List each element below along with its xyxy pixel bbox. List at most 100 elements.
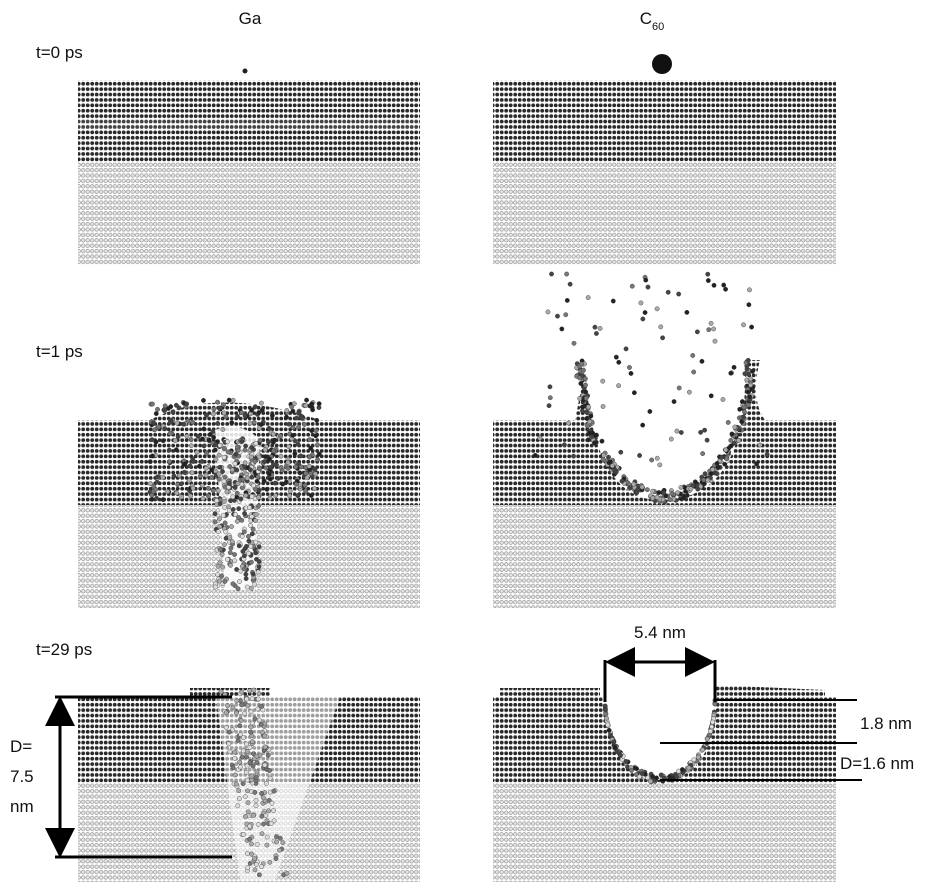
atom: [235, 414, 239, 418]
atom: [211, 435, 215, 439]
column-title-subscript: 60: [652, 21, 664, 33]
atom: [256, 504, 260, 508]
atom: [655, 495, 659, 499]
atom: [709, 725, 713, 729]
atom: [271, 432, 275, 436]
atom: [189, 443, 193, 447]
atom: [317, 452, 321, 456]
atom: [286, 461, 290, 465]
atom: [200, 437, 204, 441]
atom: [237, 789, 241, 793]
atom: [161, 438, 165, 442]
atom: [241, 736, 245, 740]
atom: [705, 438, 709, 442]
atom: [209, 475, 213, 479]
atom: [204, 413, 208, 417]
atom: [296, 493, 300, 497]
atom: [601, 404, 605, 408]
atom: [200, 459, 204, 463]
atom: [174, 491, 178, 495]
atom: [601, 457, 605, 461]
atom: [202, 427, 206, 431]
atom: [245, 749, 249, 753]
atom: [721, 397, 725, 401]
atom: [249, 842, 253, 846]
atom: [217, 579, 221, 583]
atom: [602, 453, 606, 457]
atom: [309, 428, 313, 432]
atom: [231, 507, 235, 511]
atom: [745, 367, 749, 371]
atom: [705, 737, 709, 741]
atom: [613, 468, 617, 472]
atom: [655, 456, 659, 460]
atom: [309, 493, 313, 497]
atom: [700, 451, 704, 455]
atom: [314, 429, 318, 433]
atom: [685, 310, 689, 314]
atom: [257, 691, 261, 695]
atom: [267, 426, 271, 430]
atom: [294, 482, 298, 486]
atom: [746, 358, 750, 362]
atom: [254, 512, 258, 516]
atom: [317, 402, 321, 406]
atom: [640, 771, 644, 775]
atom: [583, 383, 587, 387]
atom: [241, 832, 245, 836]
atom: [227, 742, 231, 746]
atom: [617, 360, 621, 364]
atom: [260, 730, 264, 734]
atom: [291, 409, 295, 413]
atom: [247, 505, 251, 509]
atom: [220, 552, 224, 556]
atom: [241, 477, 245, 481]
atom: [155, 480, 159, 484]
atom: [253, 459, 257, 463]
atom: [150, 438, 154, 442]
atom: [646, 285, 650, 289]
atom: [294, 416, 298, 420]
atom: [729, 444, 733, 448]
depth-label: D=: [10, 737, 32, 756]
atom: [222, 505, 226, 509]
atom: [296, 442, 300, 446]
atom: [577, 396, 581, 400]
atom: [629, 371, 633, 375]
atom: [723, 462, 727, 466]
atom: [224, 711, 228, 715]
atom: [268, 496, 272, 500]
atom: [681, 496, 685, 500]
atom: [620, 479, 624, 483]
atom: [274, 840, 278, 844]
atom: [223, 475, 227, 479]
atom: [298, 471, 302, 475]
atom: [730, 432, 734, 436]
atom: [742, 410, 746, 414]
atom: [248, 745, 252, 749]
atom: [191, 459, 195, 463]
atom: [257, 718, 261, 722]
atom: [650, 489, 654, 493]
atom: [278, 434, 282, 438]
atom: [255, 479, 259, 483]
atom: [533, 453, 537, 457]
atom: [304, 471, 308, 475]
atom: [586, 405, 590, 409]
atom: [249, 730, 253, 734]
atom: [250, 494, 254, 498]
atom: [264, 781, 268, 785]
atom: [243, 814, 247, 818]
atom: [555, 314, 559, 318]
atom: [190, 471, 194, 475]
atom: [259, 722, 263, 726]
atom: [219, 690, 223, 694]
atom: [244, 544, 248, 548]
atom: [604, 712, 608, 716]
atom: [231, 495, 235, 499]
atom: [245, 585, 249, 589]
atom: [687, 390, 691, 394]
atom: [291, 433, 295, 437]
atom: [163, 427, 167, 431]
atom: [248, 421, 252, 425]
